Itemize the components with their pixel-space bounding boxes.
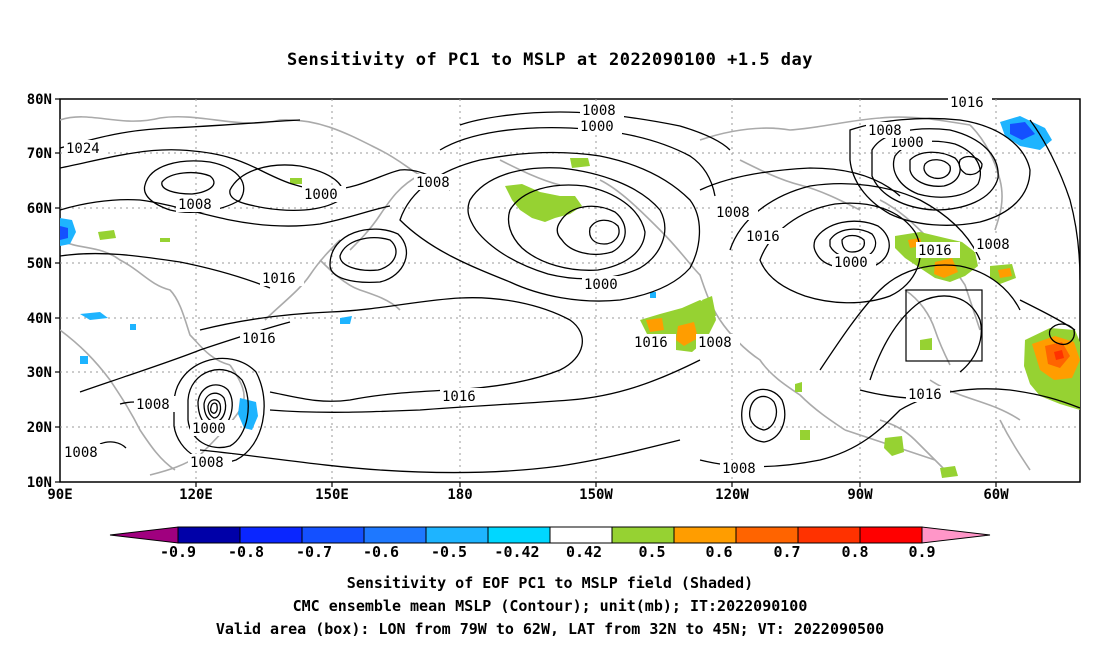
contour-label: 1008 [868,123,902,139]
contour-label: 1008 [136,397,170,413]
contour-label: 1016 [634,335,668,351]
lon-label: 120W [715,487,749,503]
contour-label: 1000 [304,187,338,203]
mslp-contours [60,111,1080,474]
contour-label: 1008 [716,205,750,221]
lon-labels: 90E 120E 150E 180 150W 120W 90W 60W [47,487,1009,503]
lon-label: 90E [47,487,72,503]
colorbar-swatch [487,526,551,544]
lon-label: 150W [579,487,613,503]
valid-area-box [905,289,983,362]
lon-label: 90W [847,487,873,503]
colorbar-label: -0.5 [431,543,467,561]
contour-label: 1024 [66,141,100,157]
footer-line-1: Sensitivity of EOF PC1 to MSLP field (Sh… [346,574,754,592]
colorbar-label: -0.6 [363,543,399,561]
contour-label: 1008 [722,461,756,477]
lat-label: 30N [27,365,52,381]
colorbar-swatch [859,526,923,544]
contour-label: 1008 [64,445,98,461]
contour-label: 1000 [584,277,618,293]
colorbar-label: 0.9 [908,543,935,561]
colorbar-swatch [425,526,489,544]
colorbar [109,526,991,544]
colorbar-label: -0.9 [160,543,196,561]
map-title: Sensitivity of PC1 to MSLP at 2022090100… [286,50,813,70]
lat-ticks [55,98,60,483]
contour-label: 1016 [442,389,476,405]
contour-labels: 1024 1008 1000 1008 1016 1016 1016 1008 … [62,94,1018,477]
contour-label: 1008 [190,455,224,471]
colorbar-label: 0.5 [638,543,665,561]
lon-label: 120E [179,487,213,503]
colorbar-swatch [301,526,365,544]
colorbar-label: -0.42 [494,543,539,561]
colorbar-swatch [239,526,303,544]
contour-label: 1008 [582,103,616,119]
footer-line-2: CMC ensemble mean MSLP (Contour); unit(m… [292,597,808,615]
contour-label: 1016 [746,229,780,245]
colorbar-swatch [735,526,799,544]
lat-label: 20N [27,420,52,436]
contour-label: 1000 [192,421,226,437]
lat-label: 40N [27,311,52,327]
footer-line-3: Valid area (box): LON from 79W to 62W, L… [215,620,885,638]
lat-labels: 80N 70N 60N 50N 40N 30N 20N 10N [27,92,52,491]
colorbar-low-triangle [109,526,179,544]
lon-label: 150E [315,487,349,503]
lon-label: 180 [447,487,472,503]
contour-label: 1008 [698,335,732,351]
colorbar-swatch [673,526,737,544]
lat-label: 50N [27,256,52,272]
contour-label: 1008 [416,175,450,191]
colorbar-swatch [177,526,241,544]
contour-label: 1008 [178,197,212,213]
colorbar-swatch [611,526,675,544]
contour-label: 1000 [890,135,924,151]
contour-label: 1016 [262,271,296,287]
colorbar-label: 0.6 [705,543,732,561]
contour-label: 1016 [950,95,984,111]
colorbar-high-triangle [921,526,991,544]
contour-label: 1016 [918,243,952,259]
colorbar-swatch [363,526,427,544]
contour-label: 1000 [834,255,868,271]
contour-label: 1000 [580,119,614,135]
colorbar-label: 0.8 [841,543,868,561]
contour-label: 1008 [976,237,1010,253]
colorbar-label: 0.42 [566,543,602,561]
contour-label: 1016 [242,331,276,347]
colorbar-label: 0.7 [773,543,800,561]
lon-label: 60W [983,487,1009,503]
contour-label: 1016 [908,387,942,403]
lon-ticks [195,482,997,487]
colorbar-label: -0.8 [228,543,264,561]
colorbar-labels: -0.9 -0.8 -0.7 -0.6 -0.5 -0.42 0.42 0.5 … [160,543,936,561]
lat-label: 70N [27,146,52,162]
lat-label: 80N [27,92,52,108]
colorbar-swatch [797,526,861,544]
lat-label: 10N [27,475,52,491]
colorbar-label: -0.7 [296,543,332,561]
lat-label: 60N [27,201,52,217]
colorbar-swatch [549,526,613,544]
